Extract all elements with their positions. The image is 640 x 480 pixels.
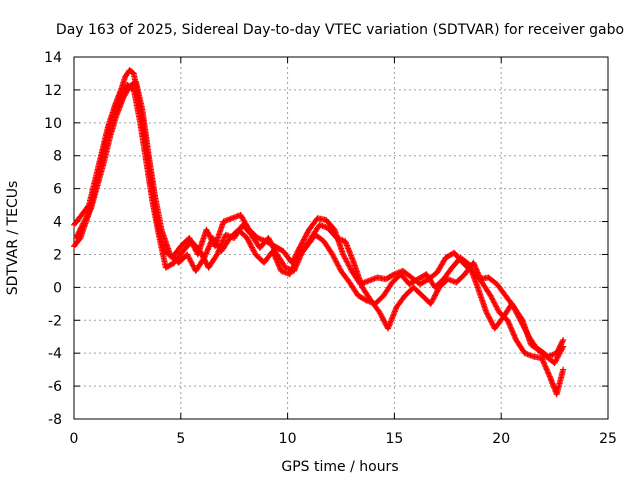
data-point xyxy=(112,105,119,112)
y-tick-label: -8 xyxy=(48,412,62,428)
data-point xyxy=(76,227,83,234)
y-tick-label: -6 xyxy=(48,379,62,395)
y-tick-label: 8 xyxy=(53,149,62,165)
y-tick-label: -2 xyxy=(48,313,62,329)
data-points xyxy=(71,67,567,398)
data-point xyxy=(362,296,369,303)
data-point xyxy=(73,235,80,241)
x-tick-label: 15 xyxy=(385,431,403,447)
x-tick-label: 5 xyxy=(176,431,185,447)
data-point xyxy=(77,225,84,232)
y-tick-labels: -8 -6 -4 -2 0 2 4 6 8 10 12 14 xyxy=(44,50,62,428)
y-tick-label: 6 xyxy=(53,182,62,198)
y-tick-label: 10 xyxy=(44,116,62,132)
chart-title: Day 163 of 2025, Sidereal Day-to-day VTE… xyxy=(56,22,624,38)
data-point xyxy=(390,271,397,278)
data-point xyxy=(78,224,85,231)
data-point xyxy=(87,206,94,213)
y-tick-label: 4 xyxy=(53,215,62,231)
series-track-3 xyxy=(73,78,567,367)
data-point xyxy=(73,233,80,240)
y-axis-title: SDTVAR / TECUs xyxy=(5,181,21,296)
data-point xyxy=(558,339,565,346)
x-tick-label: 25 xyxy=(599,431,617,447)
grid xyxy=(74,57,608,419)
y-tick-label: -4 xyxy=(48,346,62,362)
data-point xyxy=(560,337,567,344)
y-tick-label: 14 xyxy=(44,50,62,66)
x-tick-label: 10 xyxy=(279,431,297,447)
x-axis-title: GPS time / hours xyxy=(281,459,398,475)
x-tick-label: 0 xyxy=(70,431,79,447)
x-tick-label: 20 xyxy=(492,431,510,447)
data-point xyxy=(560,343,567,350)
data-point xyxy=(75,231,82,238)
y-tick-label: 12 xyxy=(44,83,62,99)
data-point xyxy=(559,344,566,351)
data-point xyxy=(78,223,85,230)
y-tick-label: 2 xyxy=(53,247,62,263)
data-point xyxy=(75,229,82,236)
data-point xyxy=(559,338,566,345)
data-point xyxy=(74,232,81,239)
data-point xyxy=(560,366,567,373)
y-tick-label: 0 xyxy=(53,280,62,296)
data-point xyxy=(76,228,83,235)
x-tick-labels: 0 5 10 15 20 25 xyxy=(70,431,617,447)
